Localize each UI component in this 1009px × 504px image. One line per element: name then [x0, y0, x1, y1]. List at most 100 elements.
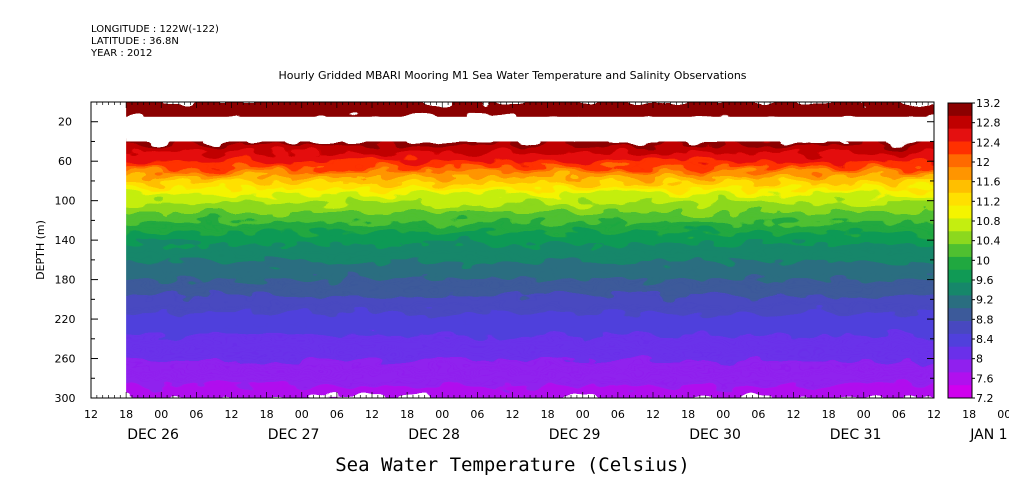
- legend-swatch: [948, 141, 972, 155]
- heatmap-band: [114, 267, 934, 271]
- legend-swatch: [948, 385, 972, 399]
- heatmap-band: [114, 346, 934, 350]
- heatmap-band: [114, 301, 934, 304]
- legend-label: 11.2: [976, 195, 1001, 208]
- heatmap-band: [114, 326, 934, 330]
- heatmap-band: [114, 390, 934, 393]
- legend-label: 9.2: [976, 294, 994, 307]
- x-hour-label: 12: [84, 408, 98, 421]
- heatmap-band: [114, 218, 934, 221]
- heatmap-band: [114, 109, 934, 113]
- heatmap-band: [114, 295, 934, 298]
- legend-label: 11.6: [976, 176, 1001, 189]
- heatmap-band: [114, 299, 934, 302]
- heatmap-band: [114, 236, 934, 239]
- heatmap-band: [114, 188, 934, 192]
- heatmap-band: [114, 297, 934, 300]
- heatmap-band: [114, 220, 934, 223]
- no-data-left: [91, 102, 127, 398]
- heatmap-band: [114, 141, 934, 145]
- legend-swatch: [948, 231, 972, 245]
- heatmap-band: [114, 151, 934, 154]
- y-tick-label: 60: [58, 155, 72, 168]
- heatmap-band: [114, 273, 934, 277]
- heatmap-band: [114, 111, 934, 115]
- heatmap-band: [114, 178, 934, 182]
- x-day-label: DEC 27: [268, 427, 320, 443]
- legend-swatch: [948, 359, 972, 373]
- legend-swatch: [948, 167, 972, 181]
- heatmap-band: [114, 171, 934, 174]
- heatmap-band: [114, 208, 934, 212]
- legend-label: 12.8: [976, 117, 1001, 130]
- x-hour-label: 00: [435, 408, 449, 421]
- legend-swatch: [948, 269, 972, 283]
- heatmap-band: [114, 303, 934, 306]
- no-data-gap: [126, 116, 934, 142]
- heatmap-field: [114, 102, 934, 398]
- heatmap-band: [114, 378, 934, 381]
- heatmap-band: [114, 194, 934, 198]
- heatmap-band: [114, 386, 934, 389]
- heatmap-band: [114, 261, 934, 265]
- legend-label: 10.4: [976, 235, 1001, 248]
- legend-swatch: [948, 346, 972, 360]
- heatmap-band: [114, 307, 934, 310]
- heatmap-band: [114, 246, 934, 249]
- x-hour-label: 00: [716, 408, 730, 421]
- legend-swatch: [948, 115, 972, 130]
- heatmap-band: [114, 334, 934, 338]
- chart-title: Hourly Gridded MBARI Mooring M1 Sea Wate…: [278, 69, 747, 82]
- heatmap-band: [114, 374, 934, 377]
- heatmap-band: [114, 368, 934, 371]
- y-axis-label: DEPTH (m): [34, 220, 47, 280]
- legend-swatch: [948, 321, 972, 335]
- heatmap-band: [114, 287, 934, 291]
- x-hour-label: 12: [787, 408, 801, 421]
- x-hour-label: 18: [260, 408, 274, 421]
- heatmap-band: [114, 348, 934, 352]
- heatmap-band: [114, 224, 934, 227]
- latitude-label: LATITUDE : 36.8N: [91, 36, 179, 47]
- legend-swatch: [948, 244, 972, 258]
- heatmap-band: [114, 173, 934, 176]
- heatmap-band: [114, 291, 934, 295]
- year-label: YEAR : 2012: [91, 48, 153, 59]
- legend-swatch: [948, 128, 972, 142]
- heatmap-band: [114, 263, 934, 267]
- heatmap-band: [114, 153, 934, 156]
- heatmap-band: [114, 305, 934, 308]
- heatmap-band: [114, 328, 934, 332]
- legend-frame: [947, 102, 973, 399]
- heatmap-band: [114, 350, 934, 354]
- legend-label: 8.4: [976, 333, 994, 346]
- x-hour-label: 00: [857, 408, 871, 421]
- legend-swatch: [948, 205, 972, 219]
- heatmap-band: [114, 285, 934, 289]
- heatmap-band: [114, 323, 934, 326]
- heatmap-band: [114, 210, 934, 214]
- heatmap-band: [114, 275, 934, 279]
- x-hour-label: 06: [892, 408, 906, 421]
- heatmap-band: [114, 315, 934, 318]
- heatmap-band: [114, 157, 934, 160]
- heatmap-band: [114, 340, 934, 344]
- x-hour-label: 06: [330, 408, 344, 421]
- heatmap-band: [114, 204, 934, 208]
- heatmap-band: [114, 206, 934, 210]
- x-day-label: DEC 29: [549, 427, 601, 443]
- y-tick-label: 180: [55, 274, 76, 287]
- heatmap-band: [114, 176, 934, 180]
- y-tick-label: 260: [55, 353, 76, 366]
- heatmap-band: [114, 372, 934, 375]
- heatmap-band: [114, 244, 934, 247]
- legend-swatch: [948, 308, 972, 322]
- heatmap-band: [114, 330, 934, 334]
- heatmap-band: [114, 196, 934, 200]
- heatmap-band: [114, 186, 934, 190]
- x-hour-label: 18: [119, 408, 133, 421]
- temperature-depth-chart: 20 60 100 140 180 220 260 300 12 18 00 06 12 18 00 06 12…: [34, 97, 1009, 443]
- legend-label: 13.2: [976, 97, 1001, 110]
- longitude-label: LONGITUDE : 122W(-122): [91, 24, 219, 35]
- heatmap-band: [114, 370, 934, 373]
